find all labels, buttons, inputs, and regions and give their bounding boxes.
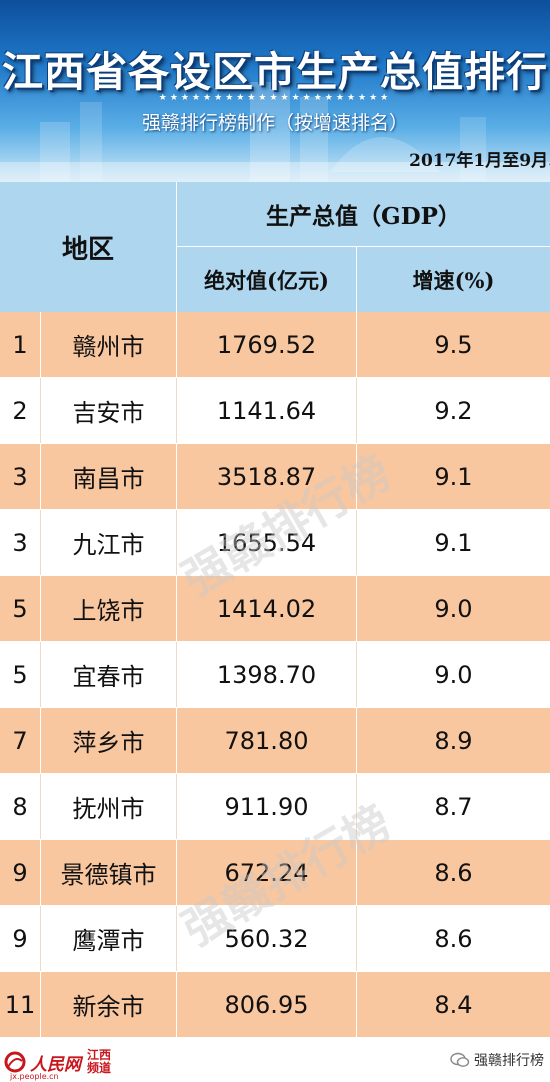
table-row: 9 景德镇市 672.24 8.6 (0, 840, 550, 905)
header-region: 地区 (61, 234, 114, 265)
table-row: 11 新余市 806.95 8.4 (0, 972, 550, 1037)
rank-cell: 9 (12, 858, 28, 887)
rank-cell: 5 (12, 594, 28, 623)
rank-cell: 8 (12, 792, 28, 821)
logo-text: 人民网 (30, 1054, 81, 1075)
page-subtitle: 强赣排行榜制作（按增速排名） (141, 112, 408, 134)
city-cell: 九江市 (72, 531, 145, 559)
gdp-cell: 781.80 (224, 726, 309, 755)
rank-cell: 5 (12, 660, 28, 689)
growth-cell: 8.7 (434, 792, 473, 821)
gdp-cell: 1141.64 (216, 396, 317, 425)
logo-site: jx.people.cn (10, 1072, 59, 1081)
growth-cell: 8.4 (434, 990, 473, 1019)
gdp-cell: 806.95 (224, 990, 309, 1019)
rank-cell: 7 (12, 726, 28, 755)
growth-cell: 9.1 (434, 528, 473, 557)
city-cell: 上饶市 (72, 597, 145, 625)
city-cell: 宜春市 (72, 663, 145, 691)
growth-cell: 8.6 (434, 858, 473, 887)
date-range-label: 2017年1月至9月. (409, 151, 550, 171)
wechat-icon (450, 1052, 470, 1067)
title-banner: 江西省各设区市生产总值排行 ★★★★★★★★★★★★★★★★★★★★★ 强赣排行… (0, 0, 550, 182)
logo-channel-line-1: 江西 (87, 1048, 112, 1062)
table-row: 8 抚州市 911.90 8.7 (0, 774, 550, 839)
growth-cell: 9.0 (434, 660, 473, 689)
city-cell: 赣州市 (72, 333, 145, 361)
account-name: 强赣排行榜 (474, 1053, 544, 1069)
city-skyline-graphic (0, 82, 550, 182)
table-header: 地区 生产总值（GDP） 绝对值(亿元) 增速(%) (0, 182, 550, 312)
logo-channel: 江西 频道 (87, 1049, 111, 1075)
header-divider (177, 246, 550, 247)
logo-channel-line-2: 频道 (87, 1061, 112, 1075)
people-daily-logo: 人民网 江西 频道 jx.people.cn (4, 1042, 111, 1082)
gdp-cell: 672.24 (224, 858, 309, 887)
growth-cell: 9.5 (434, 330, 473, 359)
header-divider (176, 182, 177, 312)
gdp-cell: 1398.70 (216, 660, 317, 689)
table-row: 3 九江市 1655.54 9.1 (0, 510, 550, 575)
header-gdp: 生产总值（GDP） (266, 203, 461, 230)
city-cell: 景德镇市 (60, 861, 157, 889)
table-row: 5 宜春市 1398.70 9.0 (0, 642, 550, 707)
growth-cell: 9.1 (434, 462, 473, 491)
city-cell: 萍乡市 (72, 729, 145, 757)
people-daily-logo-icon (4, 1051, 26, 1073)
header-absolute-value: 绝对值(亿元) (204, 267, 329, 293)
gdp-cell: 1769.52 (216, 330, 317, 359)
rank-cell: 1 (12, 330, 28, 359)
gdp-cell: 911.90 (224, 792, 309, 821)
city-cell: 吉安市 (72, 399, 145, 427)
gdp-cell: 1655.54 (216, 528, 317, 557)
gdp-cell: 3518.87 (216, 462, 317, 491)
rank-cell: 11 (4, 990, 36, 1019)
table-row: 5 上饶市 1414.02 9.0 (0, 576, 550, 641)
city-cell: 新余市 (72, 993, 145, 1021)
growth-cell: 8.6 (434, 924, 473, 953)
rank-cell: 2 (12, 396, 28, 425)
rank-cell: 9 (12, 924, 28, 953)
header-divider (356, 247, 357, 312)
table-row: 2 吉安市 1141.64 9.2 (0, 378, 550, 443)
gdp-cell: 1414.02 (216, 594, 317, 623)
rank-cell: 3 (12, 462, 28, 491)
star-divider: ★★★★★★★★★★★★★★★★★★★★★ (158, 93, 392, 103)
city-cell: 鹰潭市 (72, 927, 145, 955)
table-row: 9 鹰潭市 560.32 8.6 (0, 906, 550, 971)
table-row: 7 萍乡市 781.80 8.9 (0, 708, 550, 773)
page-title: 江西省各设区市生产总值排行 (2, 48, 548, 96)
header-growth-rate: 增速(%) (412, 267, 495, 293)
account-attribution: 强赣排行榜 (450, 1050, 544, 1070)
growth-cell: 9.2 (434, 396, 473, 425)
growth-cell: 9.0 (434, 594, 473, 623)
gdp-cell: 560.32 (224, 924, 309, 953)
table-row: 1 赣州市 1769.52 9.5 (0, 312, 550, 377)
table-row: 3 南昌市 3518.87 9.1 (0, 444, 550, 509)
city-cell: 抚州市 (72, 795, 145, 823)
growth-cell: 8.9 (434, 726, 473, 755)
city-cell: 南昌市 (72, 465, 145, 493)
rank-cell: 3 (12, 528, 28, 557)
